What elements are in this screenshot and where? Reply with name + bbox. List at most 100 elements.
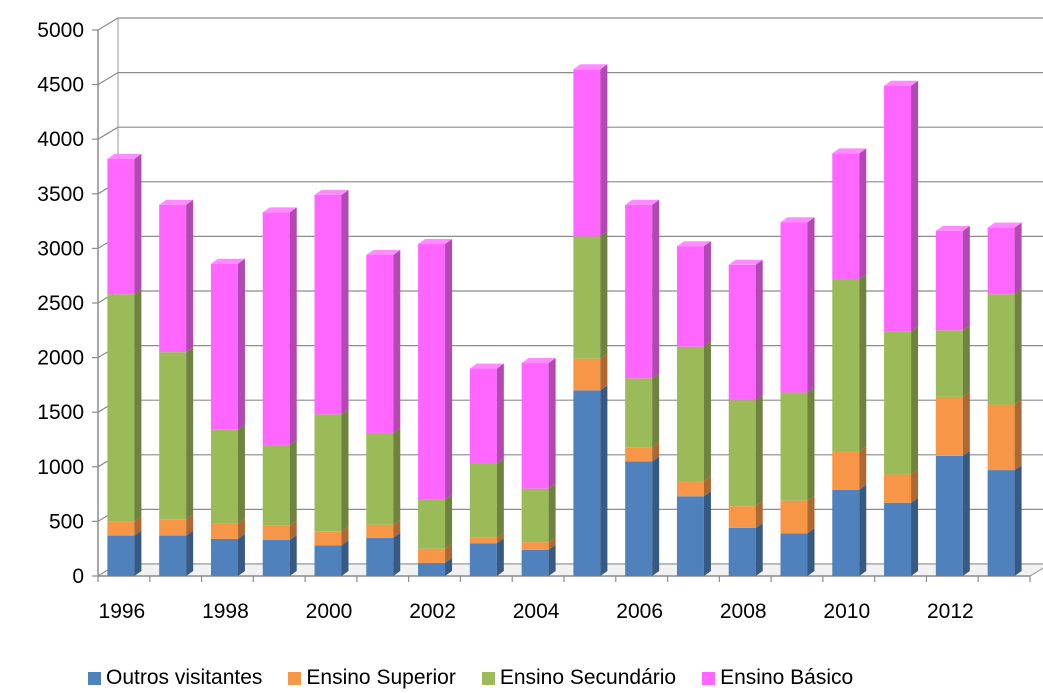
bar-side	[652, 442, 660, 462]
bar-front	[262, 539, 290, 576]
bar-front	[262, 525, 290, 540]
bar-top	[469, 363, 504, 369]
bar-front	[780, 392, 808, 501]
bar-segment	[418, 543, 453, 563]
bar-front	[935, 230, 963, 331]
bar-segment	[366, 532, 401, 576]
bars	[107, 64, 1022, 576]
bar-front	[366, 254, 394, 433]
bar-front	[832, 451, 860, 490]
bar-front	[832, 489, 860, 576]
bar-segment	[314, 540, 349, 576]
bar-front	[780, 500, 808, 534]
bar-front	[469, 463, 497, 538]
bar-side	[134, 516, 142, 536]
y-tick-label: 5000	[37, 19, 84, 42]
bar-front	[884, 331, 912, 475]
bar-front	[314, 414, 342, 532]
bar-side	[548, 537, 556, 550]
bar-front	[418, 548, 446, 563]
bar-front	[573, 390, 601, 576]
legend-label: Ensino Superior	[306, 666, 456, 689]
bar-segment	[262, 207, 297, 445]
bar-side	[652, 199, 660, 379]
bar-segment	[884, 497, 919, 576]
bar-side	[911, 326, 919, 475]
bar-side	[755, 501, 763, 528]
bar-side	[134, 289, 142, 522]
bar-top	[832, 148, 867, 154]
bar-side	[962, 325, 970, 397]
bar-front	[159, 204, 187, 353]
bar-front	[987, 404, 1015, 471]
bar-side	[600, 385, 608, 576]
bar-side	[548, 483, 556, 543]
bar-segment	[107, 516, 142, 536]
bar-segment	[935, 450, 970, 576]
bar-segment	[418, 557, 453, 576]
y-tick-label: 2500	[37, 292, 84, 315]
bar-segment	[573, 231, 608, 359]
bar-top	[573, 64, 608, 70]
bar-side	[703, 491, 711, 576]
bar-front	[262, 444, 290, 526]
bar-segment	[210, 518, 245, 539]
bar-top	[625, 199, 660, 205]
bar-front	[676, 480, 704, 497]
legend-swatch	[702, 671, 716, 685]
bar-side	[600, 353, 608, 391]
bar-side	[1014, 222, 1022, 295]
bar-stack-2012	[935, 225, 970, 576]
bar-side	[445, 239, 453, 500]
x-axis-tick-labels: 1996 1998 2000 2002 2004 2006 2008 2010 2012	[99, 600, 974, 623]
bar-front	[418, 499, 446, 549]
bar-stack-2002	[418, 239, 453, 576]
bar-front	[210, 263, 238, 430]
bar-side	[755, 522, 763, 576]
bar-top	[987, 222, 1022, 228]
bar-segment	[159, 347, 194, 520]
bar-segment	[935, 225, 970, 331]
bar-segment	[884, 326, 919, 475]
x-tick-label: 2004	[513, 600, 560, 623]
bar-stack-1997	[159, 199, 194, 576]
bar-front	[469, 537, 497, 544]
bar-front	[314, 531, 342, 546]
bar-segment	[728, 501, 763, 528]
bar-front	[418, 562, 446, 576]
y-tick-label: 1500	[37, 401, 84, 424]
bar-top	[935, 225, 970, 231]
bar-segment	[625, 373, 660, 448]
bar-side	[186, 514, 194, 536]
y-tick-label: 3500	[37, 183, 84, 206]
bar-front	[573, 358, 601, 391]
bar-segment	[780, 528, 815, 576]
bar-segment	[469, 532, 504, 544]
x-tick-label: 1998	[202, 600, 249, 623]
bar-segment	[107, 289, 142, 522]
bar-front	[987, 294, 1015, 405]
bar-side	[289, 207, 297, 445]
bar-segment	[728, 522, 763, 576]
x-tick-label: 2000	[306, 600, 353, 623]
bar-front	[314, 194, 342, 415]
x-tick-label: 2006	[616, 600, 663, 623]
bar-side	[445, 543, 453, 563]
bar-front	[418, 244, 446, 500]
bar-side	[1014, 289, 1022, 405]
bar-side	[911, 80, 919, 332]
bar-stack-2009	[780, 217, 815, 576]
legend-item: Outros visitantes	[88, 666, 262, 690]
y-tick-label: 1000	[37, 456, 84, 479]
bar-front	[625, 447, 653, 462]
bar-side	[393, 519, 401, 538]
bar-front	[107, 521, 135, 536]
bar-side	[962, 225, 970, 331]
legend-swatch	[481, 671, 495, 685]
bar-front	[884, 85, 912, 332]
y-tick-label: 3000	[37, 237, 84, 260]
bar-segment	[832, 446, 867, 490]
bar-side	[807, 217, 815, 393]
bar-front	[521, 549, 549, 576]
bar-top	[728, 259, 763, 265]
